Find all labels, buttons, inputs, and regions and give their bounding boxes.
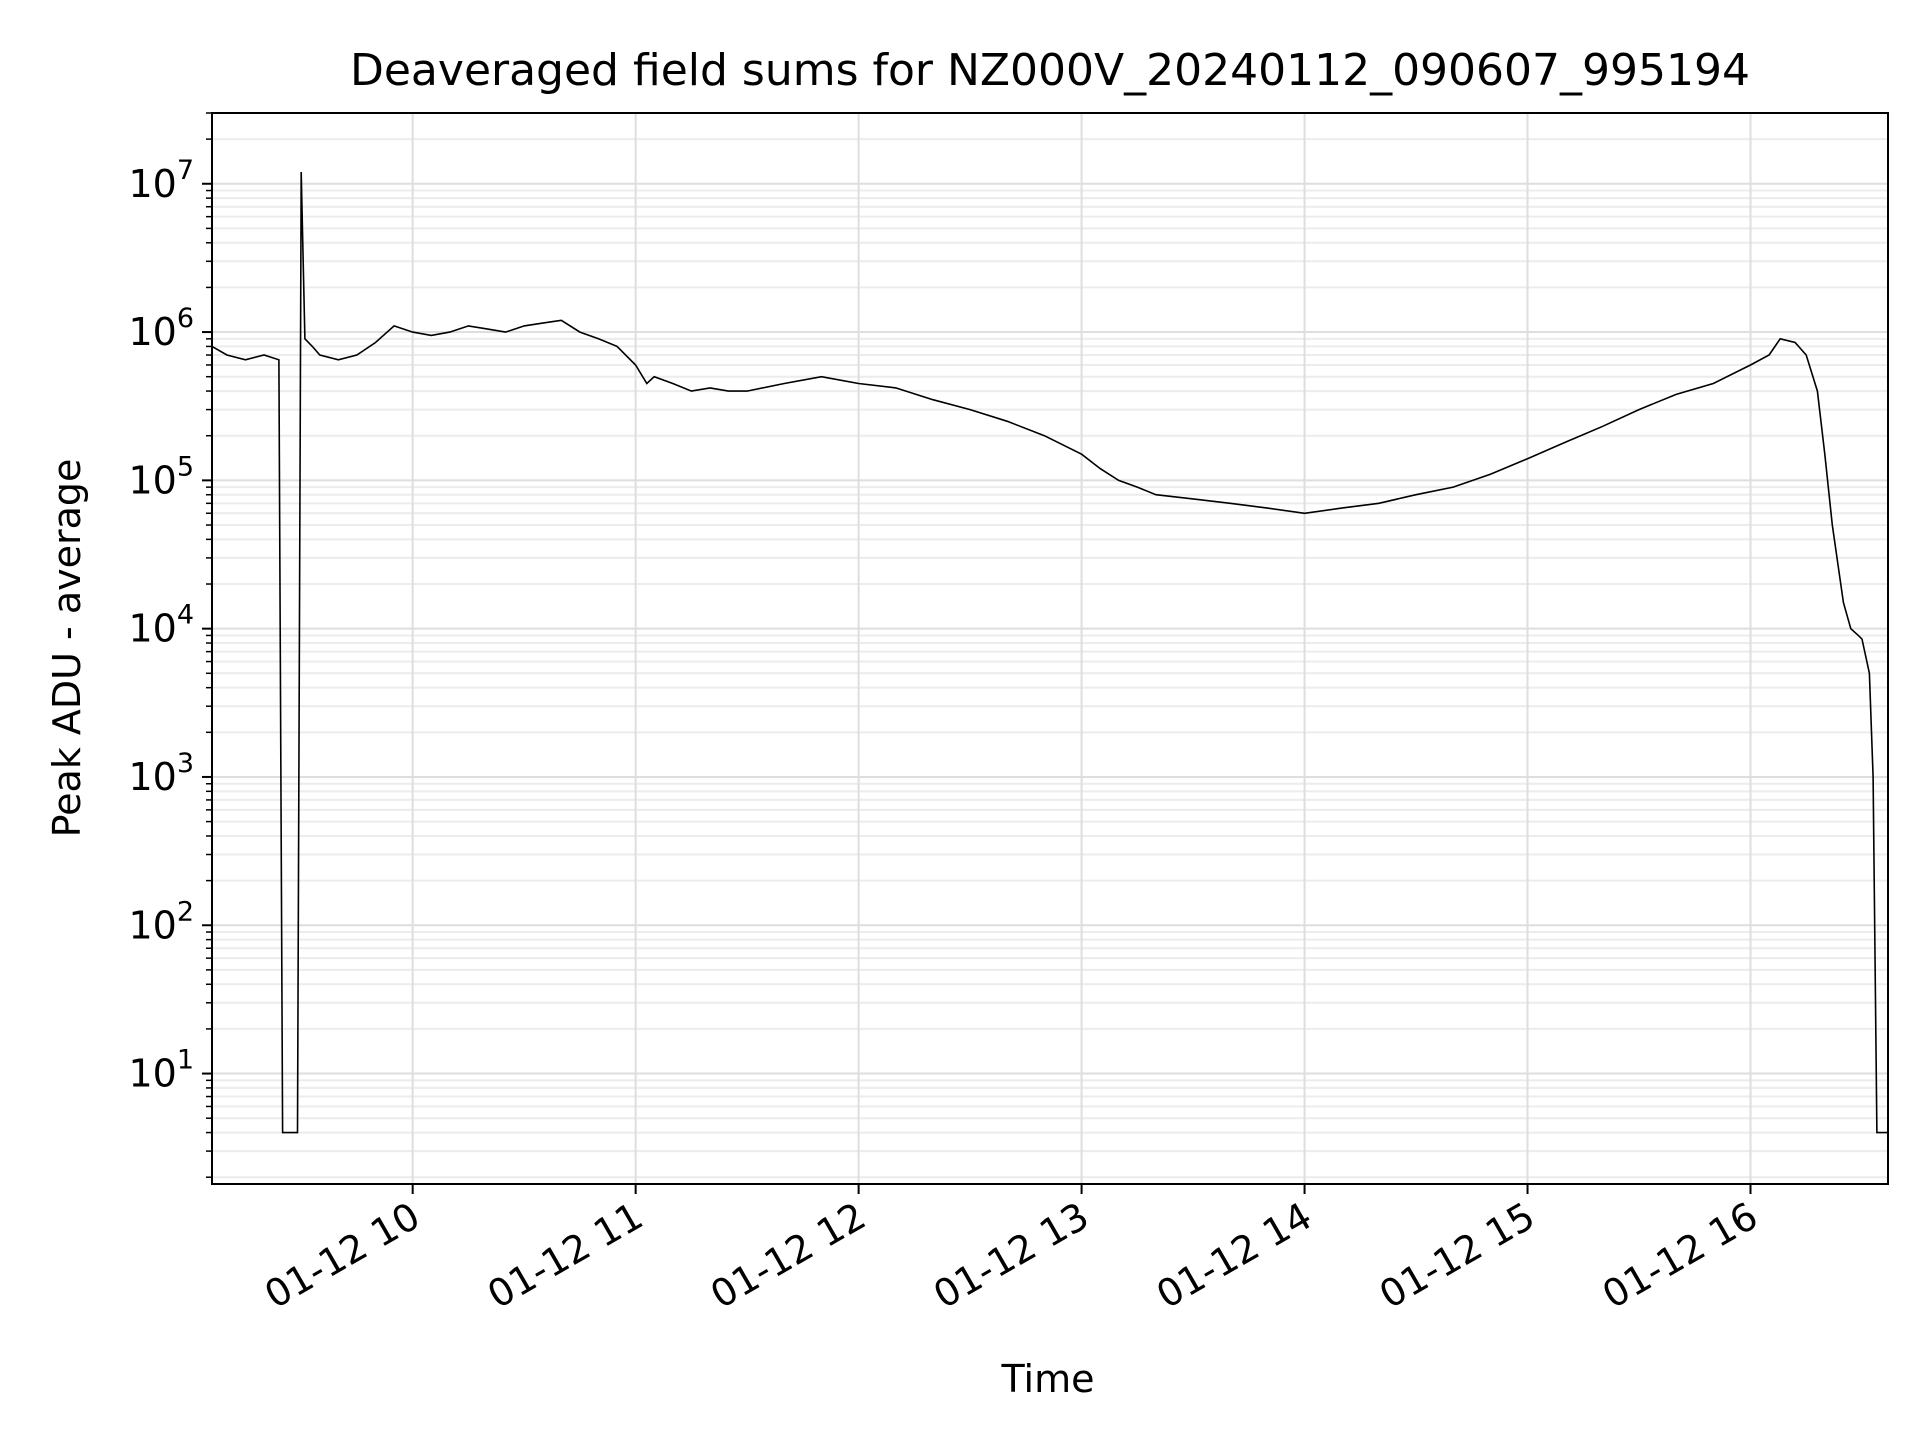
major-gridlines [212,113,1888,1184]
y-tick-labels: 101 102 103 104 105 106 107 [128,155,194,1096]
chart-title: Deaveraged field sums for NZ000V_2024011… [350,45,1750,96]
y-tick-label: 101 [128,1045,194,1096]
x-axis-label: Time [1001,1357,1095,1401]
y-tick-label: 105 [128,451,194,502]
ticks-layer [202,112,1752,1194]
y-tick-label: 107 [128,155,194,206]
y-tick-label: 102 [128,896,194,947]
series-line [211,171,1888,1134]
y-tick-label: 106 [128,303,194,354]
y-axis-label: Peak ADU - average [45,459,89,838]
plot-frame [211,112,1889,1185]
y-tick-label: 103 [128,748,194,799]
plot-area [212,113,1888,1184]
series-layer [211,171,1888,1134]
y-tick-label: 104 [128,600,194,651]
